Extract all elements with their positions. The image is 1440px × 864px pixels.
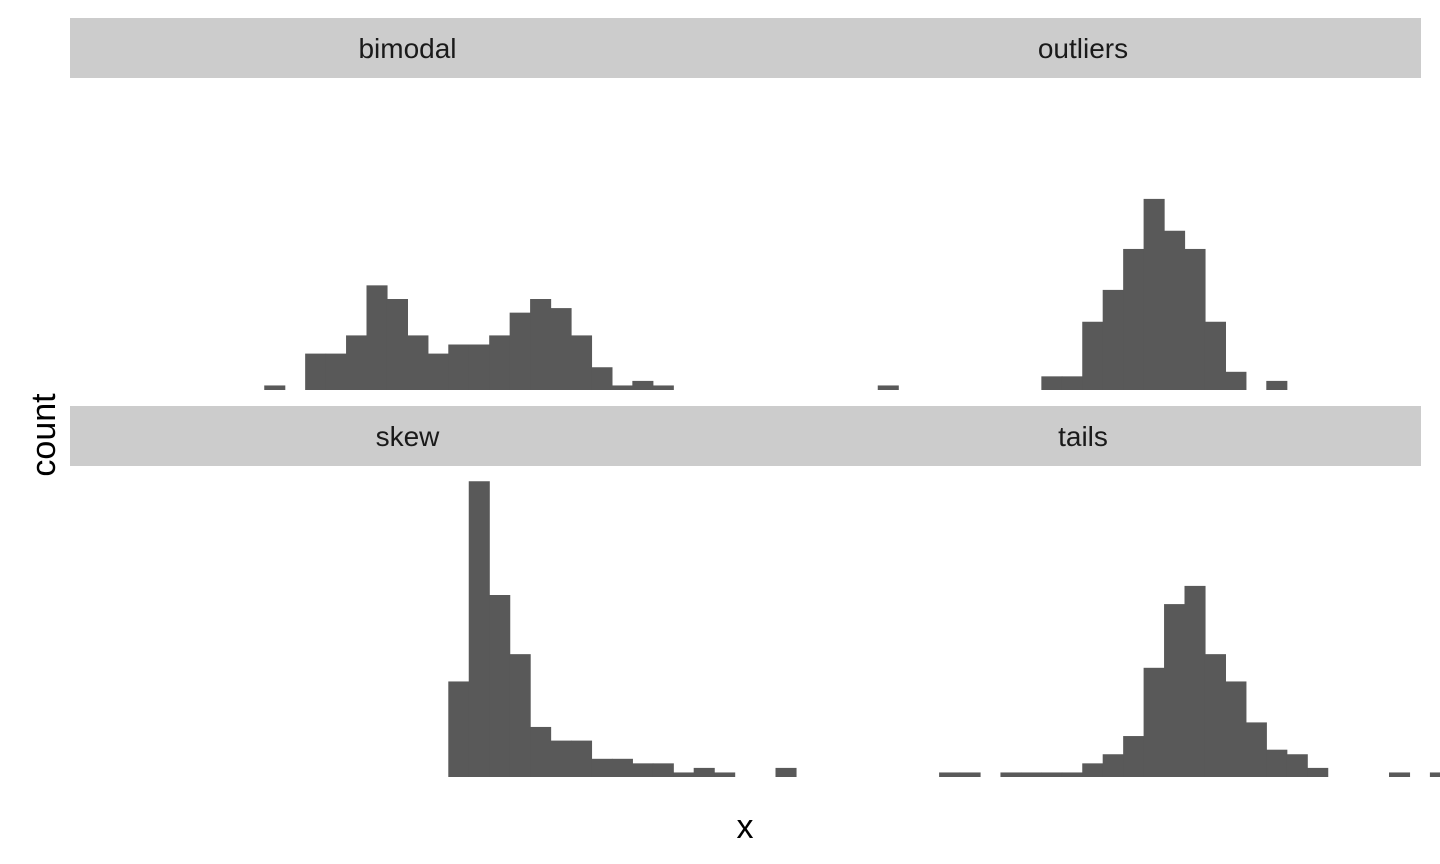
facet-strip-bimodal [70, 18, 745, 78]
histogram-bar-bimodal-bin-16 [468, 344, 490, 390]
facet-panels: bimodal outliers skew tails [70, 18, 1440, 777]
histogram-bar-skew-bin-31 [775, 767, 797, 777]
histogram-bar-bimodal-bin-12 [386, 299, 408, 390]
histogram-bar-bimodal-bin-14 [427, 353, 449, 390]
histogram-bar-tails-bin-42 [1000, 772, 1022, 777]
histogram-bar-tails-bin-52 [1204, 654, 1226, 777]
histogram-bar-bimodal-bin-8 [305, 353, 327, 390]
histogram-bar-outliers-bin-46 [1082, 321, 1104, 390]
y-axis-title: count [25, 393, 63, 477]
histogram-bar-tails-bin-47 [1102, 754, 1124, 777]
histogram-bar-bimodal-bin-6 [264, 385, 286, 390]
histogram-bar-outliers-bin-44 [1041, 376, 1063, 390]
facet-strip-outliers [745, 18, 1421, 78]
histogram-bar-skew-bin-19 [530, 726, 552, 777]
histogram-bar-bimodal-bin-13 [407, 335, 429, 390]
histogram-bar-skew-bin-23 [611, 758, 633, 777]
histogram-bar-tails-bin-46 [1082, 763, 1104, 777]
histogram-bar-tails-bin-55 [1266, 749, 1288, 777]
histogram-bar-tails-bin-43 [1020, 772, 1042, 777]
facet-label-skew: skew [376, 421, 441, 452]
histogram-bar-outliers-bin-50 [1164, 230, 1186, 390]
histogram-bar-tails-bin-45 [1061, 772, 1083, 777]
facet-tails: tails [745, 406, 1440, 777]
histogram-bar-skew-bin-26 [673, 772, 695, 777]
histogram-bar-tails-bin-63 [1429, 772, 1440, 777]
histogram-bar-bimodal-bin-23 [611, 385, 633, 390]
histogram-bar-bimodal-bin-25 [652, 385, 674, 390]
histogram-bar-outliers-bin-53 [1225, 371, 1247, 390]
histogram-bar-outliers-bin-49 [1143, 198, 1165, 390]
histogram-bar-tails-bin-44 [1041, 772, 1063, 777]
histogram-bar-bimodal-bin-15 [448, 344, 470, 390]
histogram-bar-tails-bin-49 [1143, 667, 1165, 777]
histogram-bar-tails-bin-50 [1164, 604, 1186, 777]
facet-strip-skew [70, 406, 745, 466]
histogram-bar-outliers-bin-48 [1123, 248, 1145, 390]
histogram-bar-tails-bin-57 [1307, 767, 1329, 777]
histogram-bar-skew-bin-39 [939, 772, 961, 777]
facet-skew: skew [70, 406, 961, 777]
x-axis-title: x [737, 808, 754, 846]
histogram-bar-outliers-bin-52 [1204, 321, 1226, 390]
facet-label-outliers: outliers [1038, 33, 1128, 64]
histogram-bar-skew-bin-27 [693, 767, 715, 777]
histogram-bar-bimodal-bin-11 [366, 285, 388, 390]
histogram-bar-skew-bin-24 [632, 763, 654, 777]
histogram-bar-tails-bin-48 [1123, 736, 1145, 777]
histogram-bar-bimodal-bin-22 [591, 367, 613, 390]
histogram-bar-outliers-bin-45 [1061, 376, 1083, 390]
histogram-bar-bimodal-bin-10 [346, 335, 368, 390]
histogram-bar-bimodal-bin-20 [550, 308, 572, 390]
facet-label-bimodal: bimodal [358, 33, 456, 64]
histogram-bar-skew-bin-28 [714, 772, 736, 777]
histogram-bar-skew-bin-16 [468, 481, 490, 777]
histogram-bar-skew-bin-18 [509, 654, 531, 777]
histogram-bar-tails-bin-54 [1245, 722, 1267, 777]
histogram-bar-skew-bin-17 [489, 595, 511, 777]
histogram-bar-skew-bin-25 [652, 763, 674, 777]
histogram-bar-tails-bin-53 [1225, 681, 1247, 777]
histogram-bar-outliers-bin-51 [1184, 248, 1206, 390]
histogram-bar-bimodal-bin-9 [325, 353, 347, 390]
histogram-bar-outliers-bin-47 [1102, 289, 1124, 390]
histogram-bar-bimodal-bin-36 [877, 385, 899, 390]
facet-outliers: outliers [745, 18, 1421, 390]
histogram-bar-bimodal-bin-17 [489, 335, 511, 390]
histogram-bar-skew-bin-20 [550, 740, 572, 777]
histogram-bar-bimodal-bin-19 [530, 299, 552, 390]
histogram-bar-bimodal-bin-21 [571, 335, 593, 390]
facet-bimodal: bimodal [70, 18, 899, 390]
histogram-bar-skew-bin-15 [448, 681, 470, 777]
histogram-bar-tails-bin-51 [1184, 585, 1206, 777]
histogram-bar-bimodal-bin-24 [632, 380, 654, 390]
histogram-bar-tails-bin-56 [1286, 754, 1308, 777]
facet-label-tails: tails [1058, 421, 1108, 452]
histogram-bar-bimodal-bin-18 [509, 312, 531, 390]
histogram-bar-outliers-bin-55 [1266, 380, 1288, 390]
histogram-bar-skew-bin-21 [571, 740, 593, 777]
facet-strip-tails [745, 406, 1421, 466]
histogram-bar-tails-bin-40 [959, 772, 981, 777]
histogram-bar-skew-bin-22 [591, 758, 613, 777]
histogram-bar-tails-bin-61 [1389, 772, 1411, 777]
